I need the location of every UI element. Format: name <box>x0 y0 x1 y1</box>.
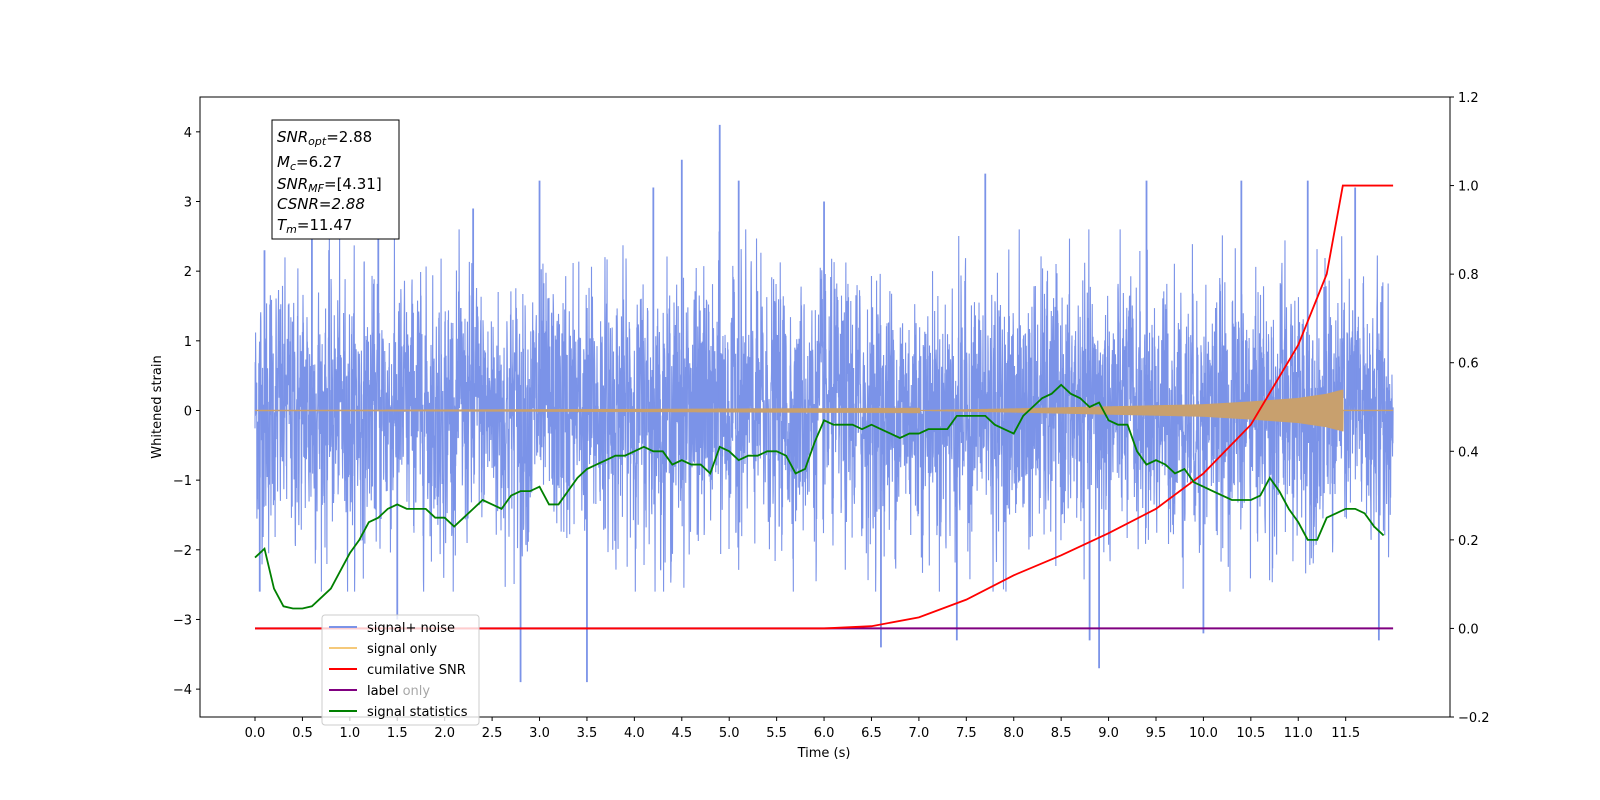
y-left-tick-label: 3 <box>184 195 192 210</box>
y-right-tick-label: 0.4 <box>1458 445 1479 460</box>
x-tick-label: 10.5 <box>1236 726 1265 741</box>
x-tick-label: 11.5 <box>1331 726 1360 741</box>
mc-text: Mc=6.27 <box>277 153 342 173</box>
legend-label: signal statistics <box>367 705 468 720</box>
info-box: SNRopt=2.88 Mc=6.27 SNRMF=[4.31] CSNR=2.… <box>271 119 400 240</box>
x-tick-label: 8.0 <box>1003 726 1024 741</box>
legend-hidden-text: label only <box>367 684 430 699</box>
x-tick-label: 3.5 <box>577 726 598 741</box>
legend-label: cumilative SNR <box>367 663 466 678</box>
legend-label: signal+ noise <box>367 621 455 636</box>
legend-label: label <box>367 684 398 699</box>
y-axis-left-ticks: 4 3 2 1 0 −1 −2 −3 −4 <box>173 126 200 698</box>
x-tick-label: 2.5 <box>482 726 503 741</box>
y-right-tick-label: 0.8 <box>1458 268 1479 283</box>
x-tick-label: 7.5 <box>956 726 977 741</box>
x-tick-label: 6.5 <box>861 726 882 741</box>
y-left-tick-label: −3 <box>173 613 192 628</box>
x-tick-label: 0.0 <box>245 726 266 741</box>
x-tick-label: 1.0 <box>340 726 361 741</box>
x-tick-label: 4.0 <box>624 726 645 741</box>
y-left-tick-label: 2 <box>184 265 192 280</box>
x-tick-label: 3.0 <box>529 726 550 741</box>
x-tick-label: 4.5 <box>671 726 692 741</box>
y-right-tick-label: −0.2 <box>1458 711 1490 726</box>
y-left-tick-label: −2 <box>173 544 192 559</box>
y-right-tick-label: 0.6 <box>1458 357 1479 372</box>
y-left-tick-label: 4 <box>184 126 192 141</box>
y-axis-label: Whitened strain <box>150 355 165 458</box>
x-axis-ticks: 0.0 0.5 1.0 1.5 2.0 2.5 3.0 3.5 4.0 4.5 5.0 5.5 6.0 6… <box>245 717 1360 741</box>
x-tick-label: 9.5 <box>1146 726 1167 741</box>
y-right-tick-label: 1.2 <box>1458 91 1479 106</box>
x-tick-label: 8.5 <box>1051 726 1072 741</box>
x-tick-label: 10.0 <box>1189 726 1218 741</box>
x-tick-label: 7.0 <box>909 726 930 741</box>
x-tick-label: 11.0 <box>1284 726 1313 741</box>
y-right-tick-label: 1.0 <box>1458 180 1479 195</box>
x-tick-label: 0.5 <box>292 726 313 741</box>
tm-text: Tm=11.47 <box>277 216 352 236</box>
snr-opt-text: SNRopt=2.88 <box>277 128 372 148</box>
x-tick-label: 5.0 <box>719 726 740 741</box>
series-cumulative-snr <box>255 184 1394 630</box>
legend: label only signal+ noise signal only cumil… <box>321 614 480 726</box>
plot-frame <box>199 96 1451 718</box>
x-tick-label: 9.0 <box>1098 726 1119 741</box>
series-signal-statistics <box>254 383 1385 610</box>
y-right-tick-label: 0.2 <box>1458 534 1479 549</box>
y-left-tick-label: −4 <box>173 683 192 698</box>
series-signal-only <box>255 389 1394 432</box>
y-axis-right-ticks: 1.2 1.0 0.8 0.6 0.4 0.2 0.0 −0.2 <box>1450 91 1490 726</box>
csnr-text: CSNR=2.88 <box>277 195 365 213</box>
y-right-tick-label: 0.0 <box>1458 622 1479 637</box>
x-tick-label: 1.5 <box>387 726 408 741</box>
y-left-tick-label: 0 <box>184 404 192 419</box>
series-layer <box>254 124 1394 683</box>
x-tick-label: 5.5 <box>766 726 787 741</box>
x-axis-label: Time (s) <box>797 746 851 761</box>
x-tick-label: 2.0 <box>434 726 455 741</box>
snr-mf-text: SNRMF=[4.31] <box>277 175 382 195</box>
y-left-tick-label: −1 <box>173 474 192 489</box>
x-tick-label: 6.0 <box>814 726 835 741</box>
legend-label: signal only <box>367 642 437 657</box>
y-left-tick-label: 1 <box>184 335 192 350</box>
